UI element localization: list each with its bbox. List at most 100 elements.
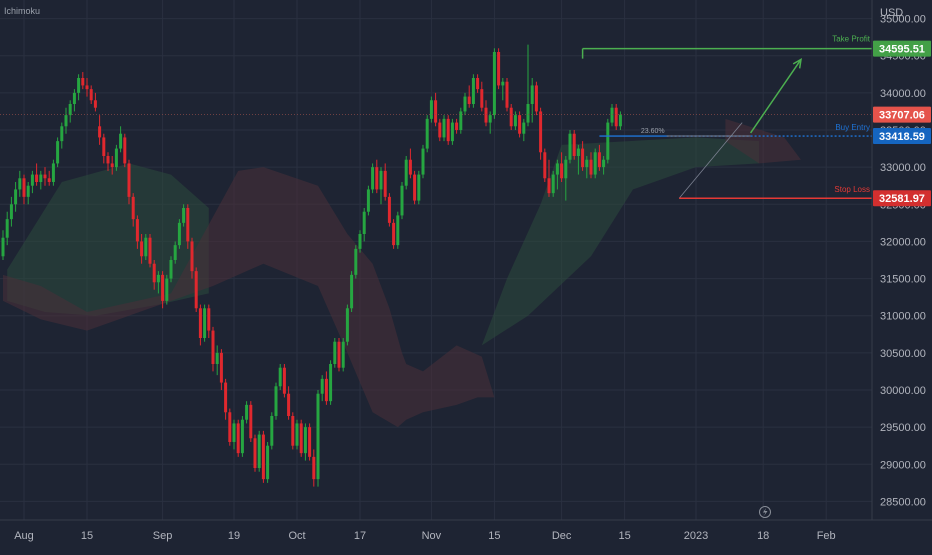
candle[interactable] xyxy=(492,48,496,119)
candle[interactable] xyxy=(543,148,547,182)
candle[interactable] xyxy=(228,408,232,446)
candle[interactable] xyxy=(303,423,307,461)
candle[interactable] xyxy=(30,170,34,194)
candle[interactable] xyxy=(429,96,433,123)
candle[interactable] xyxy=(438,118,442,142)
candle[interactable] xyxy=(72,89,76,112)
candle[interactable] xyxy=(93,92,97,112)
candle[interactable] xyxy=(480,81,484,112)
candle[interactable] xyxy=(207,304,211,338)
candle[interactable] xyxy=(551,170,555,197)
candle[interactable] xyxy=(324,371,328,405)
candle[interactable] xyxy=(165,274,169,305)
candle[interactable] xyxy=(501,78,505,101)
candle[interactable] xyxy=(450,118,454,145)
candle[interactable] xyxy=(173,241,177,264)
candle[interactable] xyxy=(455,118,459,134)
candle[interactable] xyxy=(308,423,312,461)
candle[interactable] xyxy=(43,167,47,186)
candle[interactable] xyxy=(488,111,492,134)
candle[interactable] xyxy=(98,115,102,145)
candle[interactable] xyxy=(522,118,526,142)
candle[interactable] xyxy=(287,386,291,420)
candle[interactable] xyxy=(140,234,144,264)
candle[interactable] xyxy=(261,430,265,483)
candle[interactable] xyxy=(211,326,215,372)
candle[interactable] xyxy=(236,419,240,457)
candle[interactable] xyxy=(282,364,286,398)
candle[interactable] xyxy=(354,245,358,279)
candle[interactable] xyxy=(14,182,18,212)
candle[interactable] xyxy=(366,185,370,216)
candle[interactable] xyxy=(459,107,463,134)
candle[interactable] xyxy=(135,215,139,249)
candle[interactable] xyxy=(148,234,152,268)
candle[interactable] xyxy=(106,152,110,171)
candle[interactable] xyxy=(249,401,253,442)
candle[interactable] xyxy=(51,159,55,186)
candle[interactable] xyxy=(408,148,412,179)
candle[interactable] xyxy=(219,349,223,390)
candle[interactable] xyxy=(295,419,299,450)
candle[interactable] xyxy=(610,104,614,127)
candle[interactable] xyxy=(560,152,564,182)
candle[interactable] xyxy=(572,130,576,160)
candle[interactable] xyxy=(597,144,601,171)
candle[interactable] xyxy=(392,219,396,249)
candle[interactable] xyxy=(547,159,551,197)
candle[interactable] xyxy=(18,170,22,197)
candle[interactable] xyxy=(396,211,400,249)
candle[interactable] xyxy=(576,144,580,175)
candle[interactable] xyxy=(278,364,282,390)
candle[interactable] xyxy=(555,159,559,190)
candle[interactable] xyxy=(585,156,589,179)
candle[interactable] xyxy=(434,92,438,127)
candle[interactable] xyxy=(358,230,362,253)
candle[interactable] xyxy=(463,92,467,116)
candle[interactable] xyxy=(379,167,383,205)
candle[interactable] xyxy=(232,419,236,450)
candle[interactable] xyxy=(224,378,228,420)
time-axis[interactable]: Aug 15 Sep 19 Oct 17 Nov 15 Dec 15 2023 18 Feb xyxy=(14,530,835,542)
candle[interactable] xyxy=(618,111,622,130)
candle[interactable] xyxy=(589,152,593,179)
candle[interactable] xyxy=(467,85,471,108)
candle[interactable] xyxy=(169,256,173,283)
candle[interactable] xyxy=(182,204,186,227)
candle[interactable] xyxy=(177,219,181,249)
candle[interactable] xyxy=(274,382,278,420)
candle[interactable] xyxy=(22,174,26,205)
candle[interactable] xyxy=(161,271,165,309)
candle[interactable] xyxy=(186,204,190,249)
candle[interactable] xyxy=(581,141,585,171)
candle[interactable] xyxy=(320,375,324,402)
candle[interactable] xyxy=(194,267,198,312)
candle[interactable] xyxy=(568,130,572,164)
candle[interactable] xyxy=(350,271,354,312)
candle[interactable] xyxy=(526,44,530,127)
candle[interactable] xyxy=(425,115,429,153)
candle[interactable] xyxy=(341,338,345,372)
candle[interactable] xyxy=(64,107,68,134)
candle[interactable] xyxy=(68,100,72,123)
candle[interactable] xyxy=(518,111,522,138)
candle[interactable] xyxy=(47,170,51,186)
candle[interactable] xyxy=(240,416,244,457)
candle[interactable] xyxy=(26,182,30,205)
candle[interactable] xyxy=(421,144,425,179)
candle[interactable] xyxy=(513,111,517,130)
candle[interactable] xyxy=(291,412,295,450)
candle[interactable] xyxy=(123,133,127,168)
candle[interactable] xyxy=(345,304,349,346)
lightning-icon[interactable] xyxy=(759,506,771,518)
candle[interactable] xyxy=(509,104,513,130)
candle[interactable] xyxy=(1,230,5,260)
candle[interactable] xyxy=(316,390,320,487)
candle[interactable] xyxy=(77,74,81,101)
candle[interactable] xyxy=(484,100,488,127)
candle[interactable] xyxy=(564,156,568,201)
candle[interactable] xyxy=(89,85,93,104)
candle[interactable] xyxy=(114,144,118,171)
candle[interactable] xyxy=(534,81,538,116)
